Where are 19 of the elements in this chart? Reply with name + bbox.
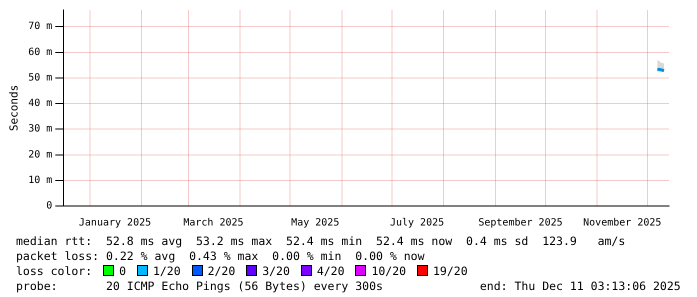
y-axis-title: Seconds — [7, 84, 20, 132]
y-tick-label: 60 m — [28, 46, 52, 58]
y-tick-label: 30 m — [28, 124, 52, 135]
x-tick-label: May 2025 — [291, 218, 340, 229]
x-tick-label: November 2025 — [583, 218, 662, 229]
y-tick-label: 20 m — [28, 149, 52, 160]
text: packet loss: 0.22 % avg 0.43 % max 0.00 % min 0.00 % now — [16, 249, 426, 264]
y-tick-label: 70 m — [28, 21, 52, 32]
x-tick-label: January 2025 — [78, 218, 152, 229]
x-tick-label: September 2025 — [478, 218, 563, 229]
text: median rtt: 52.8 ms avg 53.2 ms max 52.4 ms min 52.4 ms now 0.4 ms sd 123.9 am/s — [16, 234, 626, 249]
x-tick-label: March 2025 — [183, 218, 244, 229]
y-tick-label: 50 m — [28, 72, 52, 84]
text: loss color: 0 1/20 2/20 3/20 4/20 10/20 19/20 — [16, 264, 468, 278]
y-tick-label: 40 m — [28, 98, 52, 110]
y-tick-label: 0 — [46, 200, 52, 212]
text: probe: 20 ICMP Echo Pings (56 Bytes) every 300s end: Thu Dec 11 03:13:06 2025 — [16, 279, 681, 294]
y-tick-label: 10 m — [28, 174, 52, 186]
x-tick-label: July 2025 — [390, 218, 444, 229]
